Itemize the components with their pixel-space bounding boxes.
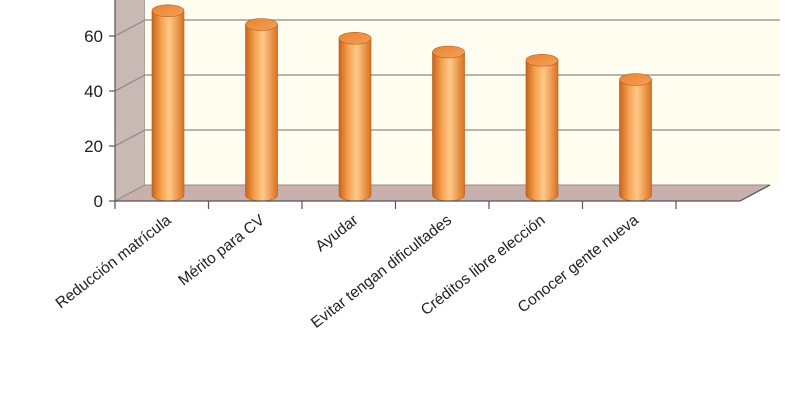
y-tick-label: 60 [84, 27, 103, 46]
y-tick-label: 20 [84, 137, 103, 156]
bar-4 [432, 45, 465, 202]
bar-body [338, 37, 372, 202]
bar-body [151, 10, 185, 202]
bar-body [245, 24, 278, 202]
x-tick-label: Mérito para CV [175, 211, 268, 289]
bar-cap [525, 53, 559, 67]
bar-cap [338, 31, 372, 45]
bar-cap [245, 18, 278, 31]
gridline-side [114, 74, 146, 92]
bar-2 [245, 18, 278, 202]
gridline-side [114, 129, 146, 147]
bar-5 [525, 53, 559, 202]
gridline-side [114, 19, 146, 37]
axes [109, 0, 771, 209]
bar-body [432, 51, 465, 202]
bar-cap [432, 45, 465, 59]
x-tick-label: Reducción matrícula [53, 212, 175, 313]
bar-body [525, 59, 559, 202]
bar-cap [619, 73, 652, 86]
bar-body [619, 79, 652, 202]
y-tick-label: 40 [84, 82, 103, 101]
bar-1 [151, 4, 185, 202]
side-wall [114, 0, 146, 202]
bar-cap [151, 4, 185, 18]
y-tick-label: 0 [94, 192, 103, 211]
x-tick-label: Ayudar [313, 212, 362, 255]
bar-3 [338, 31, 372, 202]
bar-6 [619, 73, 652, 202]
x-axis-depth [739, 184, 771, 202]
